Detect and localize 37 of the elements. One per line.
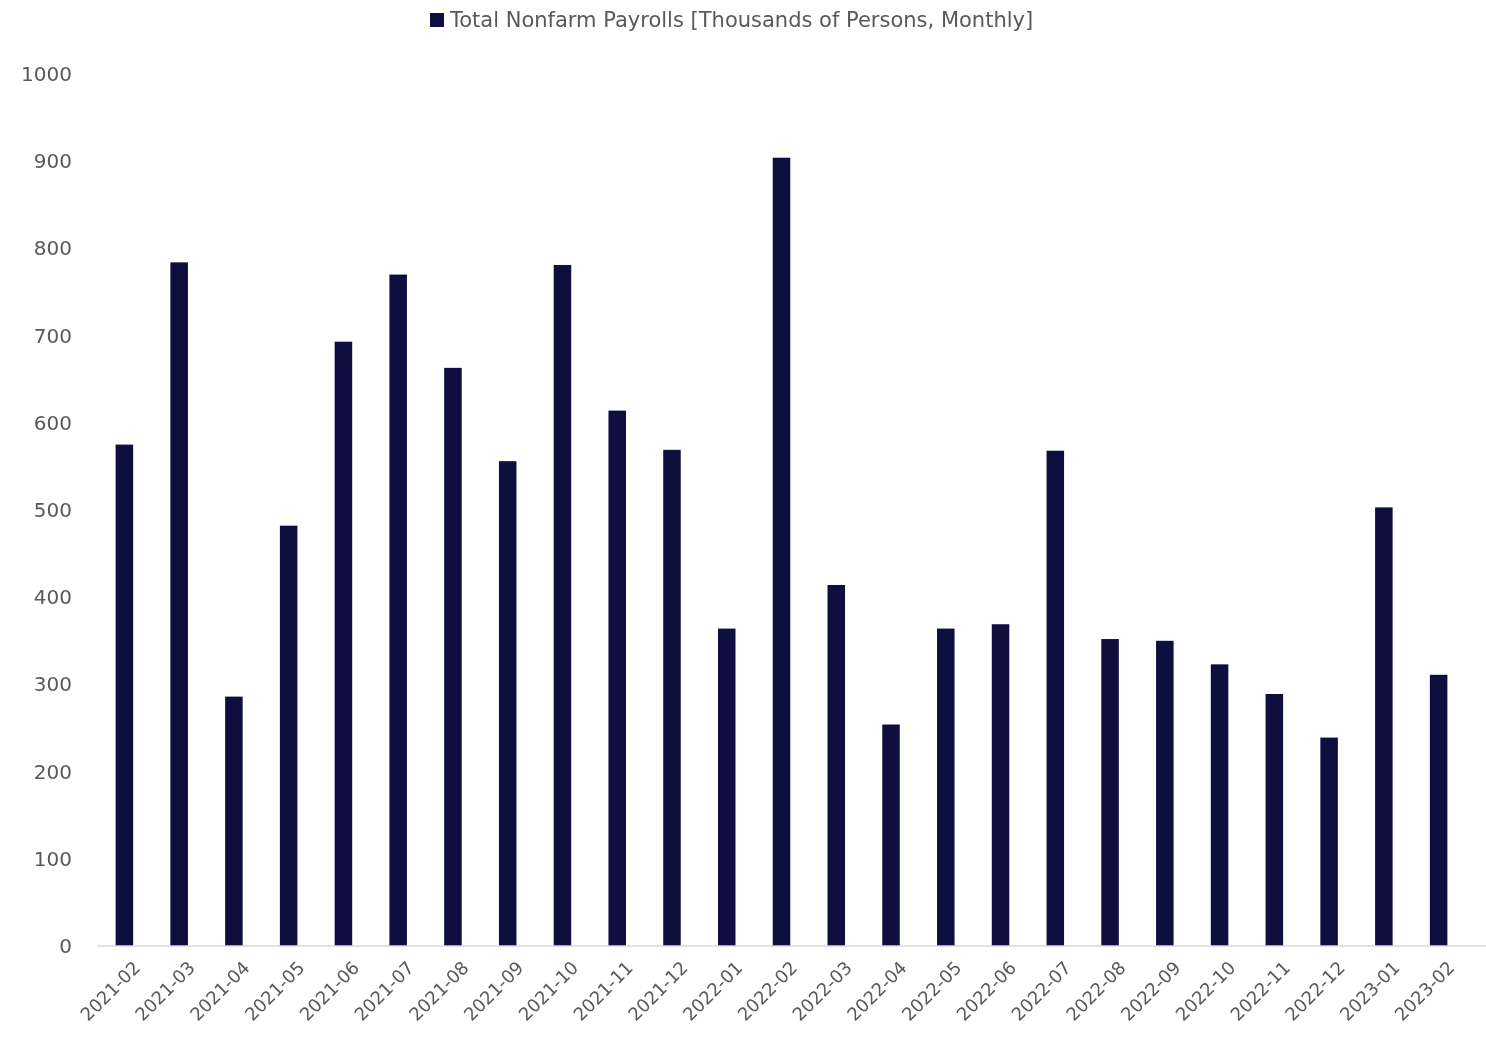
bar bbox=[170, 262, 188, 946]
bar bbox=[1320, 737, 1338, 946]
bar bbox=[225, 696, 243, 946]
y-tick-label: 500 bbox=[33, 498, 72, 522]
bar bbox=[1375, 507, 1393, 946]
bar bbox=[1265, 693, 1284, 946]
bar bbox=[991, 624, 1010, 946]
bar bbox=[772, 157, 791, 946]
y-tick-label: 600 bbox=[33, 410, 72, 435]
bar bbox=[937, 628, 955, 946]
bar bbox=[115, 444, 134, 946]
y-tick-label: 0 bbox=[59, 934, 72, 958]
y-tick-label: 400 bbox=[33, 585, 72, 610]
bar bbox=[1156, 640, 1174, 946]
bar bbox=[1046, 450, 1065, 946]
legend-label: Total Nonfarm Payrolls [Thousands of Persons, Monthly] bbox=[449, 8, 1034, 33]
bar bbox=[1101, 639, 1119, 946]
y-tick-label: 200 bbox=[33, 759, 72, 784]
y-tick-label: 800 bbox=[33, 236, 72, 261]
bar bbox=[1210, 664, 1229, 946]
y-tick-label: 1000 bbox=[21, 62, 72, 86]
bar bbox=[389, 274, 407, 946]
bar bbox=[334, 341, 353, 946]
y-tick-label: 100 bbox=[33, 846, 72, 871]
y-tick-label: 700 bbox=[33, 323, 72, 348]
bar bbox=[498, 461, 517, 946]
y-tick-label: 900 bbox=[33, 149, 72, 174]
bar bbox=[882, 724, 900, 946]
y-tick-label: 300 bbox=[33, 672, 72, 697]
bar bbox=[717, 628, 736, 946]
bar bbox=[663, 449, 681, 946]
bar bbox=[1429, 674, 1448, 946]
bar bbox=[444, 367, 462, 946]
bar bbox=[553, 264, 572, 946]
bar bbox=[608, 410, 626, 946]
bar bbox=[279, 525, 298, 946]
bar bbox=[827, 584, 846, 946]
